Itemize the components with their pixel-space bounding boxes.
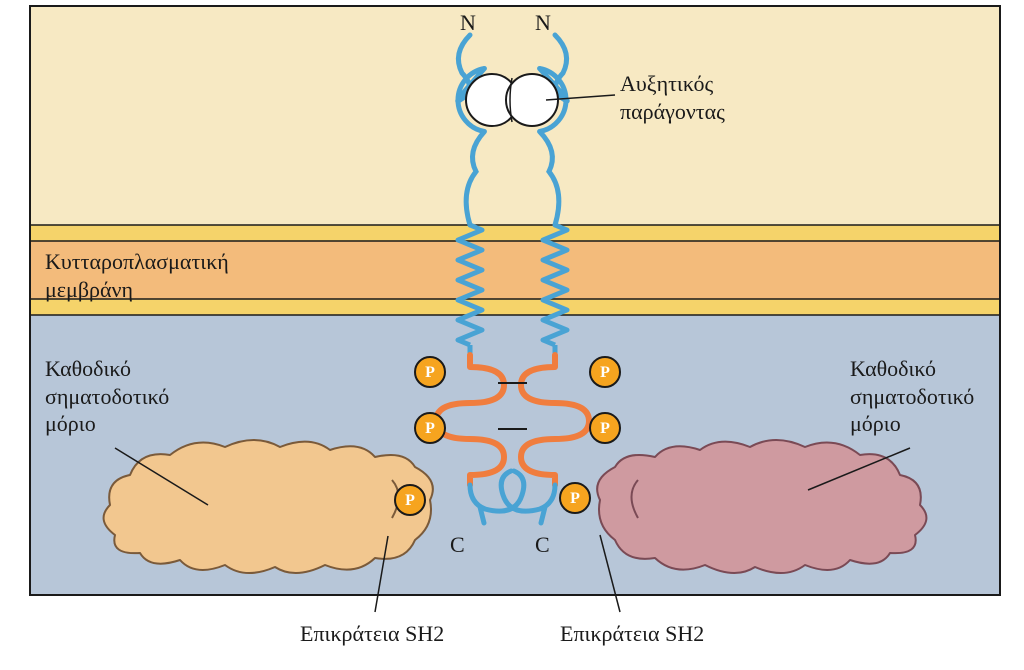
phosphate-icon: P: [560, 483, 590, 513]
terminus-label: C: [535, 532, 550, 557]
signaling-molecule-left: [104, 440, 433, 573]
svg-text:P: P: [570, 490, 580, 507]
terminus-label: C: [450, 532, 465, 557]
label-signal_left: Καθοδικό σηματοδοτικό μόριο: [45, 355, 169, 438]
svg-text:P: P: [405, 492, 415, 509]
terminus-label: N: [535, 10, 551, 35]
svg-text:P: P: [600, 420, 610, 437]
label-signal_right: Καθοδικό σηματοδοτικό μόριο: [850, 355, 974, 438]
svg-text:P: P: [425, 420, 435, 437]
svg-text:P: P: [425, 364, 435, 381]
phosphate-icon: P: [415, 413, 445, 443]
phosphate-icon: P: [590, 357, 620, 387]
phosphate-icon: P: [395, 485, 425, 515]
svg-text:P: P: [600, 364, 610, 381]
phosphate-icon: P: [415, 357, 445, 387]
phosphate-icon: P: [590, 413, 620, 443]
signaling-molecule-right: [597, 440, 926, 573]
label-membrane: Κυτταροπλασματική μεμβράνη: [45, 248, 229, 303]
label-growth_factor: Αυξητικός παράγοντας: [620, 70, 725, 125]
label-sh2_right: Επικράτεια SH2: [560, 620, 704, 648]
terminus-label: N: [460, 10, 476, 35]
label-sh2_left: Επικράτεια SH2: [300, 620, 444, 648]
